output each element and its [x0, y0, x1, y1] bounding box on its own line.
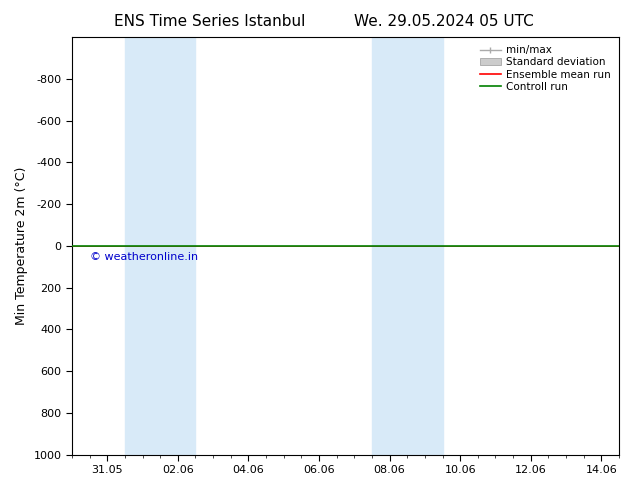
- Bar: [372, 37, 443, 455]
- Text: We. 29.05.2024 05 UTC: We. 29.05.2024 05 UTC: [354, 14, 534, 29]
- Bar: [125, 37, 195, 455]
- Legend: min/max, Standard deviation, Ensemble mean run, Controll run: min/max, Standard deviation, Ensemble me…: [477, 42, 614, 95]
- Y-axis label: Min Temperature 2m (°C): Min Temperature 2m (°C): [15, 167, 28, 325]
- Text: ENS Time Series Istanbul: ENS Time Series Istanbul: [113, 14, 305, 29]
- Text: © weatheronline.in: © weatheronline.in: [89, 252, 198, 262]
